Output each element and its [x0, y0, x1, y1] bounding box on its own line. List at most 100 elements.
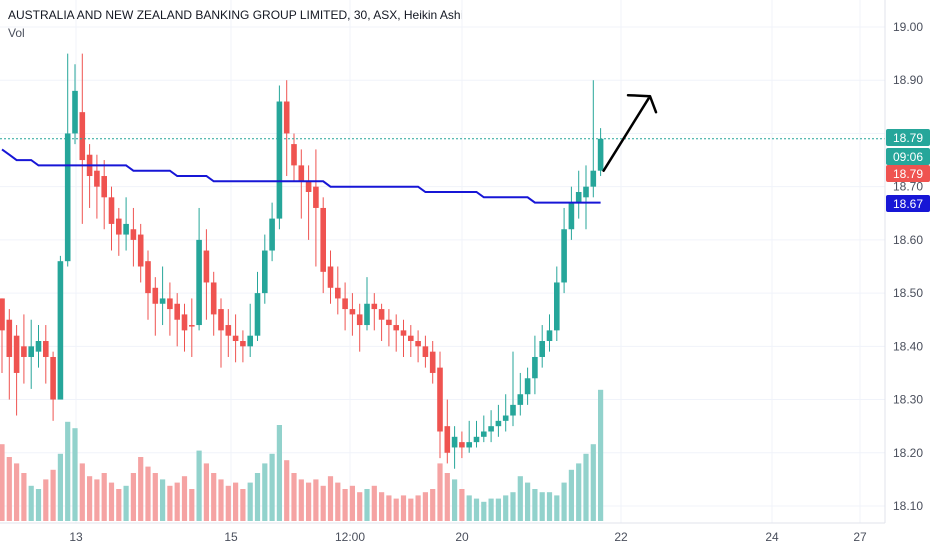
candle[interactable]: [327, 250, 334, 304]
candle[interactable]: [145, 250, 151, 320]
candle[interactable]: [488, 410, 494, 443]
time-axis[interactable]: 13 15 12:00 20 22 24 27: [69, 530, 867, 544]
candle[interactable]: [291, 133, 297, 182]
candle[interactable]: [378, 303, 385, 342]
candle[interactable]: [554, 266, 560, 342]
candle[interactable]: [64, 53, 71, 267]
candle[interactable]: [437, 351, 443, 459]
candle[interactable]: [6, 309, 13, 400]
candle-body: [575, 191, 582, 203]
candle[interactable]: [510, 351, 516, 427]
trend-arrow-drawing[interactable]: [602, 93, 658, 172]
candle[interactable]: [517, 372, 524, 416]
candle[interactable]: [342, 282, 348, 331]
candle[interactable]: [262, 234, 268, 304]
candle[interactable]: [320, 197, 326, 294]
candle[interactable]: [371, 293, 378, 331]
candle[interactable]: [28, 319, 34, 389]
candle[interactable]: [415, 330, 421, 363]
volume-bar: [87, 476, 93, 521]
candle[interactable]: [21, 314, 27, 384]
candle[interactable]: [123, 197, 129, 251]
candle[interactable]: [597, 128, 604, 177]
candle-body: [152, 287, 159, 304]
candle[interactable]: [101, 160, 107, 230]
candle[interactable]: [502, 394, 509, 432]
candle[interactable]: [189, 298, 195, 357]
candle[interactable]: [298, 149, 305, 219]
candle-body: [35, 341, 42, 352]
candle[interactable]: [43, 325, 49, 384]
candle[interactable]: [568, 186, 575, 240]
candle-body: [225, 325, 232, 336]
candle-body: [167, 298, 173, 310]
candle[interactable]: [349, 293, 356, 336]
candle[interactable]: [137, 223, 144, 283]
volume-bar: [35, 489, 42, 521]
candle[interactable]: [546, 314, 553, 352]
candle[interactable]: [444, 399, 451, 464]
candle[interactable]: [196, 207, 202, 331]
candle[interactable]: [167, 282, 173, 336]
candle[interactable]: [356, 303, 363, 352]
candle[interactable]: [422, 335, 429, 368]
candle[interactable]: [451, 426, 458, 469]
candle[interactable]: [524, 367, 531, 405]
candle[interactable]: [240, 330, 246, 363]
candle[interactable]: [561, 207, 567, 294]
candle[interactable]: [305, 165, 312, 240]
candle[interactable]: [495, 404, 502, 437]
candle[interactable]: [539, 325, 545, 368]
candle[interactable]: [313, 149, 319, 267]
candle[interactable]: [210, 271, 217, 336]
candle[interactable]: [532, 335, 538, 395]
candle[interactable]: [429, 341, 436, 384]
candle[interactable]: [159, 266, 166, 326]
candle[interactable]: [254, 271, 261, 342]
candle[interactable]: [575, 170, 582, 219]
candle-body: [546, 330, 553, 342]
candle[interactable]: [50, 351, 56, 421]
volume-bar: [422, 492, 428, 521]
candle[interactable]: [0, 298, 5, 373]
candle[interactable]: [116, 207, 122, 256]
candle-body: [554, 282, 560, 331]
candle[interactable]: [269, 202, 275, 262]
candle[interactable]: [283, 80, 290, 177]
candle[interactable]: [218, 298, 224, 368]
price-axis[interactable]: 19.0018.9018.8018.7018.6018.5018.4018.30…: [893, 20, 923, 513]
candle[interactable]: [393, 314, 399, 352]
candle[interactable]: [276, 85, 283, 230]
candle[interactable]: [386, 309, 392, 347]
candle[interactable]: [225, 309, 232, 357]
candle-body: [123, 223, 129, 235]
candle[interactable]: [481, 415, 487, 443]
candle[interactable]: [400, 319, 407, 357]
candle[interactable]: [86, 144, 93, 208]
candle[interactable]: [181, 303, 188, 352]
candle[interactable]: [108, 186, 115, 251]
candle[interactable]: [13, 325, 20, 416]
candle[interactable]: [57, 255, 64, 400]
candle[interactable]: [459, 431, 465, 459]
volume-bar: [371, 485, 377, 521]
volume-bar: [291, 473, 297, 521]
candle[interactable]: [473, 420, 480, 448]
heikin-ashi-price-badge: 18.79: [886, 165, 930, 182]
candle[interactable]: [152, 277, 159, 336]
grid-lines: [0, 0, 885, 523]
candle[interactable]: [247, 303, 253, 357]
candle[interactable]: [35, 325, 42, 368]
candle[interactable]: [466, 420, 472, 453]
candle[interactable]: [408, 325, 414, 357]
candle[interactable]: [79, 53, 86, 224]
candle[interactable]: [364, 277, 370, 331]
candle[interactable]: [203, 229, 210, 320]
candle[interactable]: [174, 293, 180, 347]
candle[interactable]: [583, 165, 589, 230]
candle[interactable]: [335, 266, 341, 315]
candle[interactable]: [232, 314, 239, 363]
candle[interactable]: [130, 207, 137, 267]
candle[interactable]: [72, 64, 78, 145]
